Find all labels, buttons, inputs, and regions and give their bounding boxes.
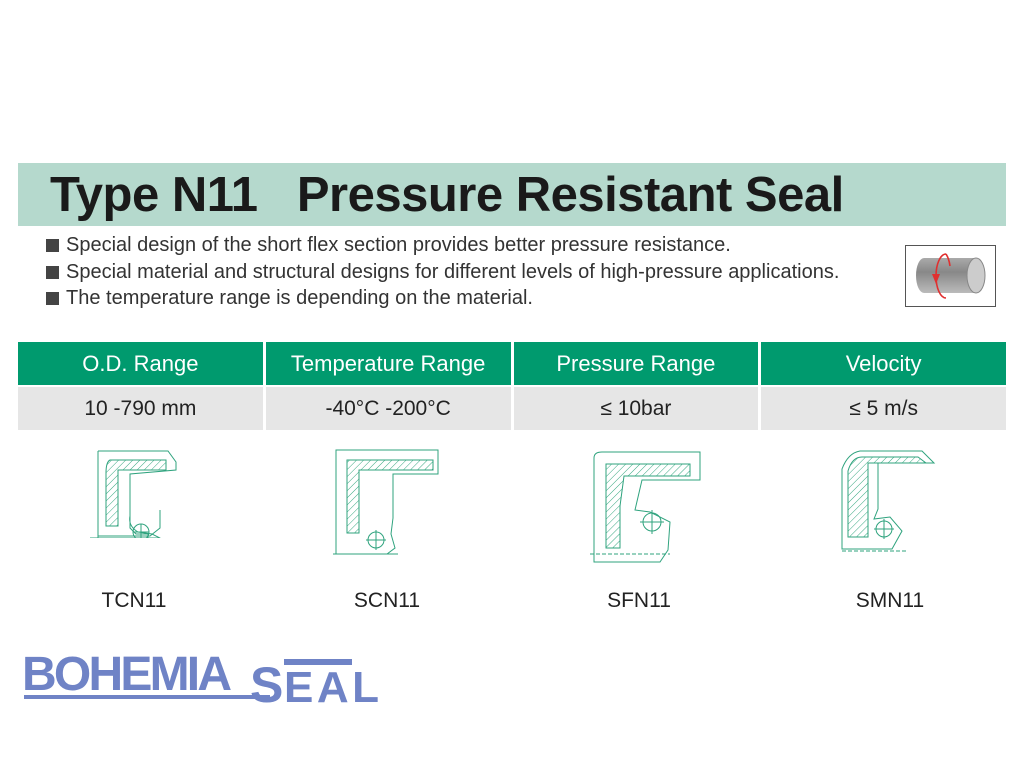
- spec-table: O.D. Range Temperature Range Pressure Ra…: [18, 342, 1006, 430]
- header-velocity: Velocity: [761, 342, 1006, 385]
- rotating-shaft-icon: [905, 245, 996, 307]
- header-od-range: O.D. Range: [18, 342, 263, 385]
- seal-drawing-smn11: [841, 450, 936, 552]
- seal-label-scn11: SCN11: [353, 589, 421, 612]
- header-pressure-range: Pressure Range: [513, 342, 759, 385]
- seal-label-tcn11: TCN11: [101, 589, 167, 612]
- seal-drawing-tcn11: [90, 450, 177, 538]
- seal-drawing-scn11: [333, 449, 439, 555]
- value-velocity: ≤ 5 m/s: [761, 387, 1006, 430]
- seal-label-smn11: SMN11: [855, 589, 925, 612]
- seal-drawing-sfn11: [590, 451, 701, 563]
- feature-list: Special design of the short flex section…: [46, 232, 886, 312]
- value-temperature-range: -40°C -200°C: [265, 387, 511, 430]
- header-temperature-range: Temperature Range: [265, 342, 511, 385]
- value-pressure-range: ≤ 10bar: [513, 387, 759, 430]
- feature-item: Special design of the short flex section…: [46, 232, 886, 259]
- page-title: Type N11 Pressure Resistant Seal: [50, 168, 844, 222]
- feature-item: The temperature range is depending on th…: [46, 285, 886, 312]
- value-od-range: 10 -790 mm: [18, 387, 263, 430]
- svg-text:EAL: EAL: [284, 663, 379, 706]
- title-bar: Type N11 Pressure Resistant Seal: [18, 163, 1006, 226]
- svg-text:BOHEMIA: BOHEMIA: [22, 650, 232, 701]
- seal-label-sfn11: SFN11: [607, 589, 671, 612]
- bohemia-seal-logo: BOHEMIA S EAL: [22, 650, 379, 706]
- feature-item: Special material and structural designs …: [46, 259, 886, 286]
